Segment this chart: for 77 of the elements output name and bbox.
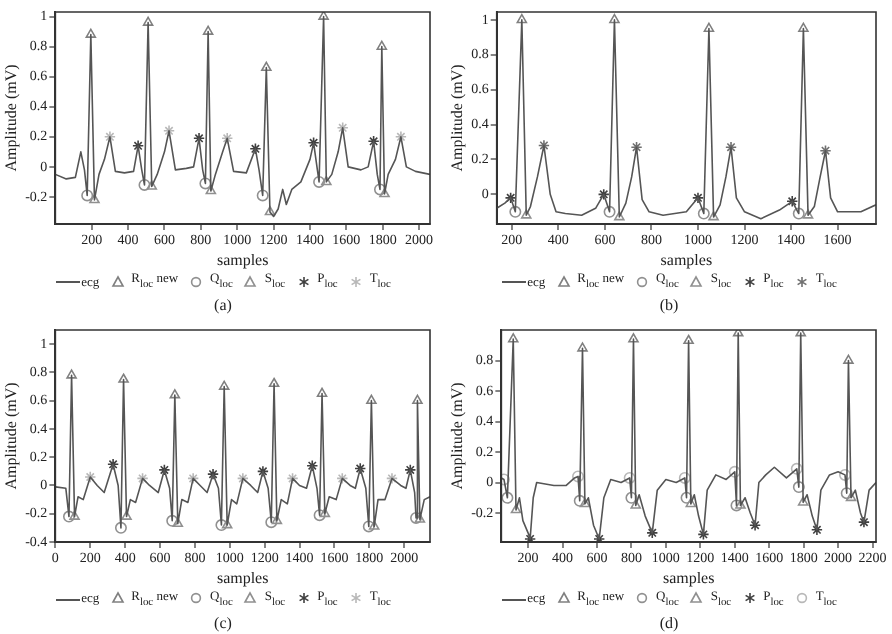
- point: [691, 191, 704, 204]
- point: [797, 495, 809, 505]
- point: [697, 207, 710, 220]
- point: [62, 509, 75, 522]
- point: [318, 12, 329, 20]
- point: [840, 486, 853, 499]
- point: [221, 132, 234, 145]
- point: [614, 211, 625, 221]
- y-axis-title: Amplitude (mV): [447, 380, 466, 489]
- point: [579, 496, 591, 507]
- text: (a): [214, 296, 232, 314]
- point: [316, 386, 328, 396]
- point: [268, 376, 280, 387]
- point: [537, 139, 550, 152]
- point: [366, 393, 377, 404]
- point: [321, 175, 332, 186]
- x-axis-title: samples: [216, 250, 269, 269]
- point: [412, 393, 423, 404]
- point: [577, 341, 588, 351]
- point: [146, 180, 158, 190]
- point: [509, 205, 522, 218]
- point: [792, 480, 805, 493]
- point: [516, 13, 528, 24]
- point: [313, 508, 326, 521]
- x-axis-title: samples: [660, 250, 713, 269]
- point: [376, 40, 388, 50]
- point: [708, 211, 719, 221]
- point: [118, 372, 129, 382]
- point: [199, 177, 212, 190]
- point: [142, 16, 154, 26]
- point: [89, 193, 100, 204]
- point: [313, 175, 326, 188]
- point: [373, 183, 386, 196]
- point: [597, 188, 610, 201]
- point: [507, 332, 519, 342]
- x-axis-title: samples: [662, 567, 715, 586]
- point: [520, 209, 532, 219]
- point: [379, 187, 390, 198]
- text: (d): [659, 613, 679, 631]
- point: [703, 22, 715, 32]
- point: [66, 368, 77, 378]
- point: [730, 498, 743, 511]
- point: [786, 195, 799, 208]
- point: [792, 207, 805, 220]
- point: [362, 519, 375, 532]
- point: [394, 130, 407, 143]
- point: [819, 144, 832, 157]
- point: [572, 469, 585, 482]
- point: [790, 461, 803, 474]
- point: [264, 205, 276, 216]
- x-axis-title: samples: [216, 567, 269, 586]
- point: [218, 379, 230, 389]
- point: [843, 353, 854, 363]
- point: [81, 189, 94, 202]
- point: [215, 518, 228, 531]
- point: [728, 464, 741, 477]
- point: [609, 13, 620, 24]
- point: [628, 332, 639, 342]
- point: [103, 130, 116, 143]
- point: [735, 498, 746, 508]
- point: [265, 515, 278, 528]
- point: [603, 205, 616, 218]
- point: [261, 61, 272, 72]
- point: [683, 333, 694, 344]
- point: [138, 178, 151, 191]
- point: [85, 28, 97, 38]
- text: (b): [659, 296, 679, 314]
- point: [802, 209, 814, 219]
- y-axis-title: Amplitude (mV): [1, 380, 20, 489]
- point: [249, 142, 262, 155]
- point: [169, 388, 181, 398]
- point: [202, 25, 214, 35]
- point: [256, 189, 269, 202]
- y-axis-title: Amplitude (mV): [1, 63, 20, 172]
- text: (c): [214, 613, 232, 631]
- y-axis-title: Amplitude (mV): [447, 63, 466, 172]
- point: [798, 22, 809, 32]
